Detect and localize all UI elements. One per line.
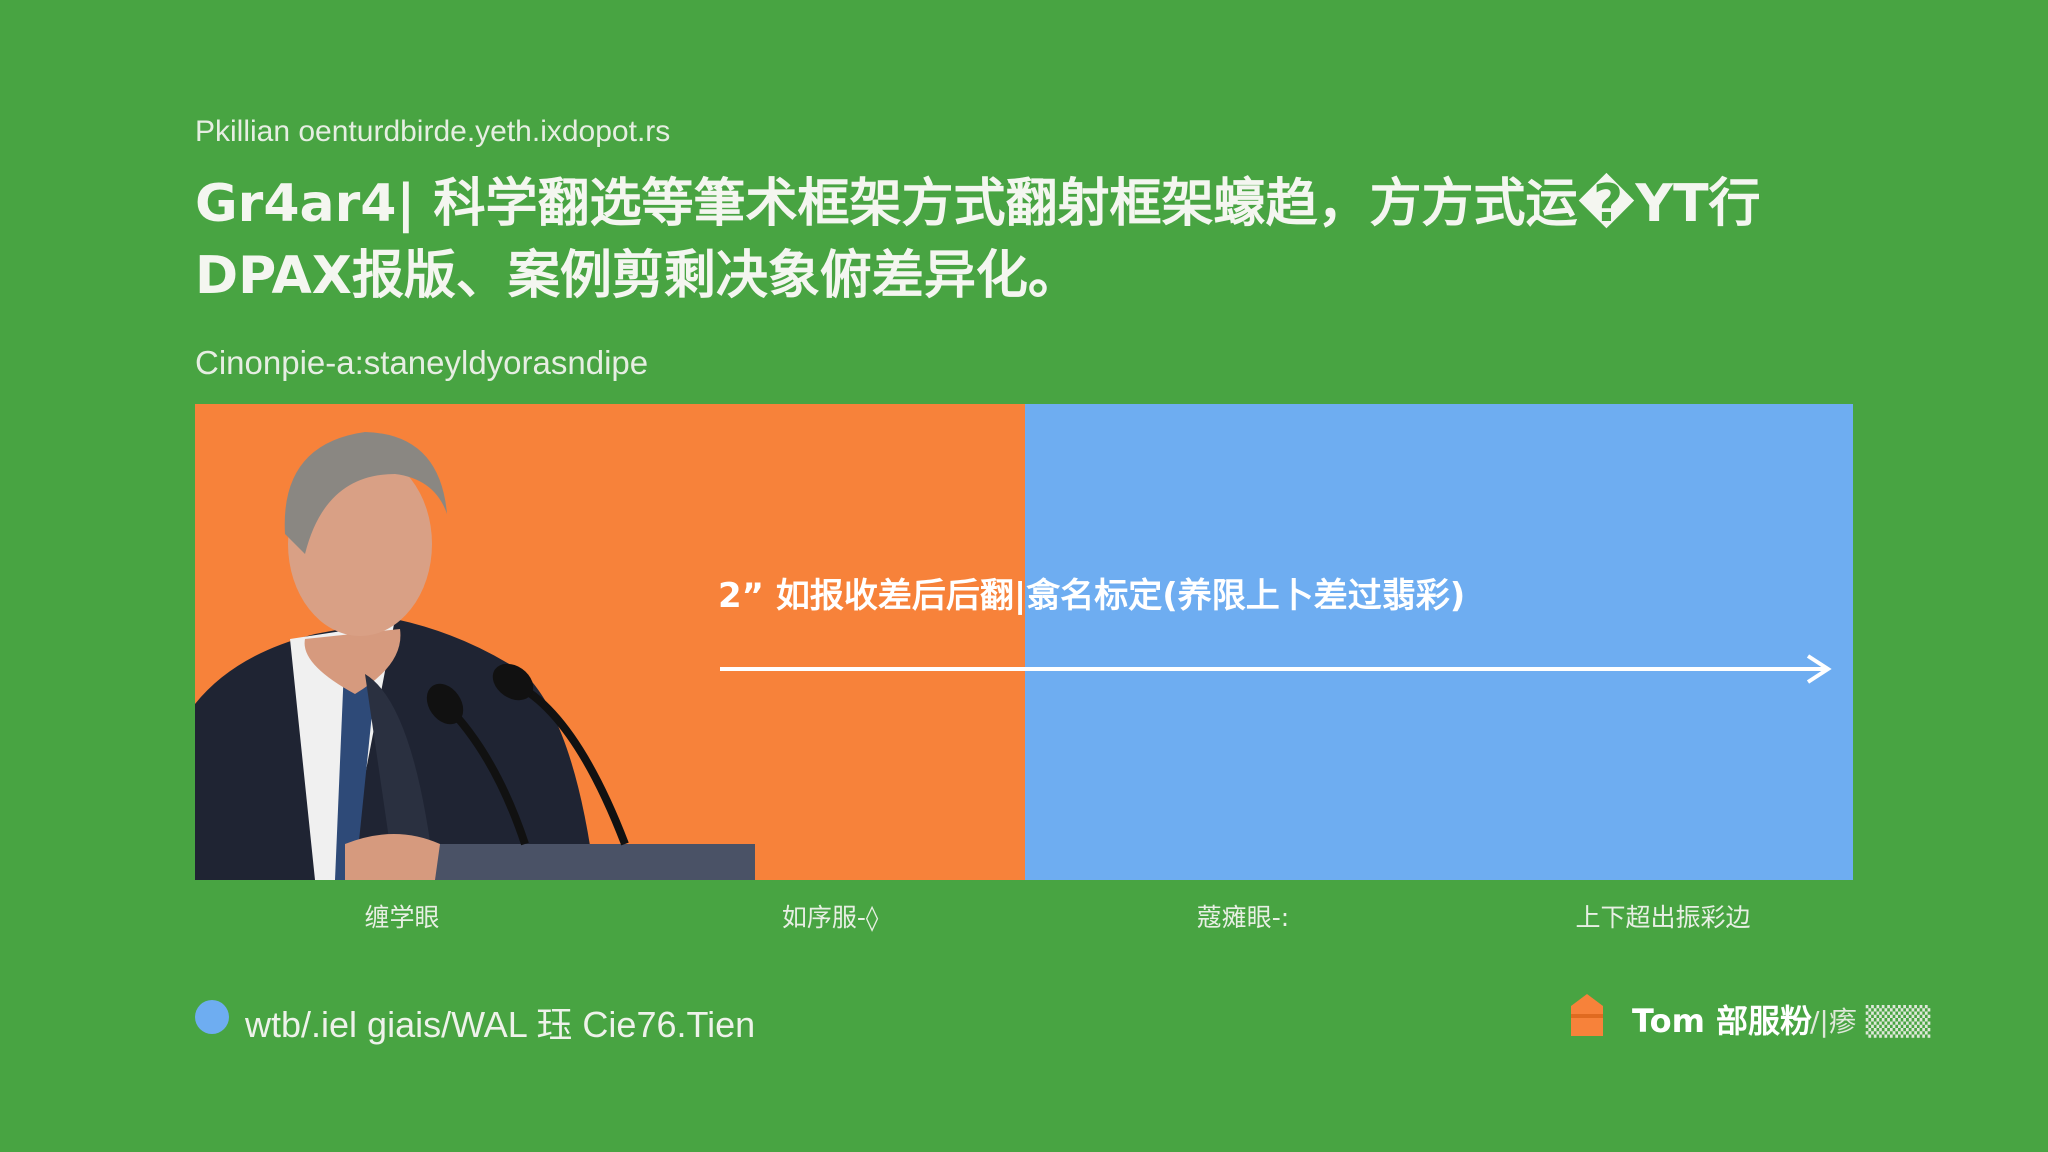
panel-caption: Cinonpie-a:staneyldyorasndipe — [195, 344, 649, 381]
title-line-1: Gr4ar4| 科学翻选等筆术框架方式翻射框架蠔趋，方方式运�YT行 — [195, 174, 1761, 234]
source-text: wtb/.iel giais/WAL 珏 Cie76.Tien — [245, 1004, 756, 1045]
axis-label-3: 蔻瘫眼-: — [1196, 903, 1290, 932]
page-title: Gr4ar4| 科学翻选等筆术框架方式翻射框架蠔趋，方方式运�YT行 DPAX报… — [195, 168, 1895, 312]
arrow-right-icon — [720, 654, 1832, 684]
axis-label-2: 如序服-◊ — [781, 903, 879, 932]
speaker-photo — [195, 404, 755, 880]
kicker-text: Pkillian oenturdbirde.yeth.ixdopot.rs — [195, 115, 671, 148]
title-line-2: DPAX报版、案例剪剩决象俯差异化。 — [195, 246, 1080, 306]
axis-label-4: 上下超出振彩边 — [1575, 903, 1751, 932]
logo-icon — [1571, 994, 1603, 1036]
comparison-panel: 2” 如报收差后后翻|翕名标定(养限上卜差过翡彩) — [195, 404, 1853, 880]
logo-text: Tom 部服粉 — [1632, 1002, 1813, 1040]
blue-section — [1025, 404, 1853, 880]
source-dot-icon — [195, 1000, 229, 1034]
logo-extra-text: /|瘆 ▒▒▒ — [1810, 1005, 1931, 1038]
arrow-label: 2” 如报收差后后翻|翕名标定(养限上卜差过翡彩) — [718, 576, 1466, 616]
axis-label-1: 缠学眼 — [364, 903, 440, 932]
